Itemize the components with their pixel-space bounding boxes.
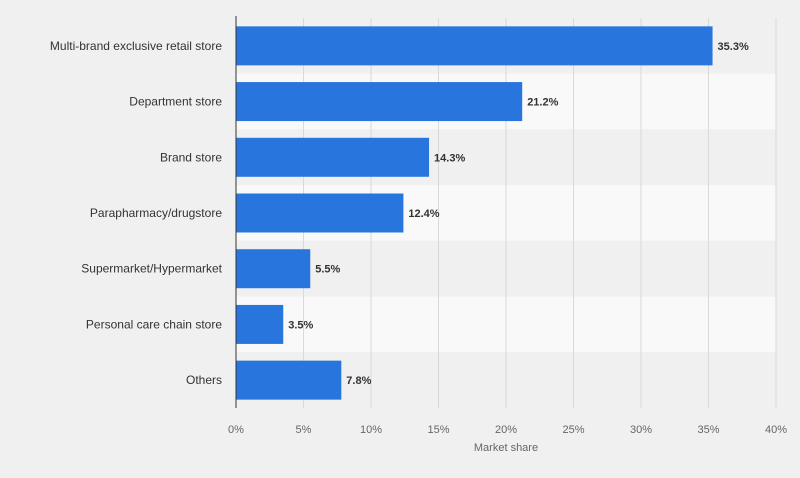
category-label: Department store xyxy=(129,95,222,109)
x-tick-label: 5% xyxy=(296,424,312,436)
x-tick-labels: 0% 5% 10% 15% 20% 25% 30% 35% 40% xyxy=(228,424,787,436)
x-tick-label: 10% xyxy=(360,424,382,436)
x-axis-title: Market share xyxy=(474,442,538,454)
x-tick-label: 30% xyxy=(630,424,652,436)
x-tick-label: 35% xyxy=(697,424,719,436)
category-label: Personal care chain store xyxy=(86,317,222,331)
category-label: Others xyxy=(186,373,222,387)
bar xyxy=(236,82,523,122)
x-tick-label: 0% xyxy=(228,424,244,436)
bar xyxy=(236,249,311,289)
data-label: 7.8% xyxy=(346,375,371,387)
x-tick-label: 20% xyxy=(495,424,517,436)
category-label: Multi-brand exclusive retail store xyxy=(50,39,222,53)
data-label: 21.2% xyxy=(527,97,558,109)
bars xyxy=(236,26,713,400)
data-label: 35.3% xyxy=(718,41,749,53)
value-labels: 35.3% 21.2% 14.3% 12.4% 5.5% 3.5% 7.8% xyxy=(288,41,749,387)
category-label: Parapharmacy/drugstore xyxy=(90,206,222,220)
category-labels: Multi-brand exclusive retail store Depart… xyxy=(50,39,223,387)
bar xyxy=(236,26,713,66)
data-label: 5.5% xyxy=(315,264,340,276)
data-label: 14.3% xyxy=(434,152,465,164)
x-tick-label: 40% xyxy=(765,424,787,436)
bar xyxy=(236,137,430,177)
data-label: 12.4% xyxy=(408,208,439,220)
x-tick-label: 15% xyxy=(427,424,449,436)
bar xyxy=(236,304,284,344)
data-label: 3.5% xyxy=(288,319,313,331)
bar xyxy=(236,360,342,400)
bar xyxy=(236,193,404,233)
category-label: Supermarket/Hypermarket xyxy=(81,262,222,276)
x-tick-label: 25% xyxy=(562,424,584,436)
category-label: Brand store xyxy=(160,150,222,164)
